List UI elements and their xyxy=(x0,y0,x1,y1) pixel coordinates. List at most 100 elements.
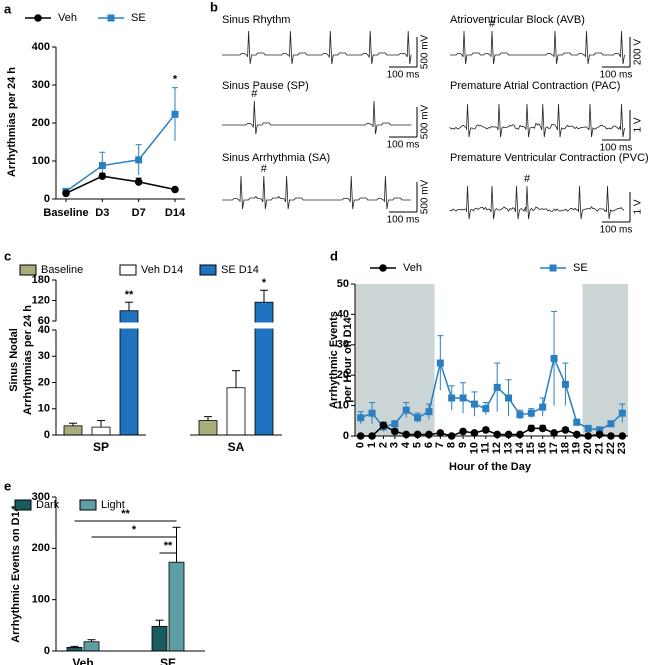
scale-label: 1 V xyxy=(633,199,644,214)
x-tick-label: 23 xyxy=(616,442,628,454)
scale-label: 500 mV xyxy=(420,104,431,139)
marker xyxy=(402,430,410,439)
bar xyxy=(198,420,218,436)
bar xyxy=(254,301,274,436)
y-tick-label: 40 xyxy=(38,324,50,336)
marker xyxy=(447,432,456,440)
y-tick-label: 20 xyxy=(337,369,349,381)
marker xyxy=(595,430,604,439)
marker xyxy=(527,424,536,433)
legend-label: Veh xyxy=(58,12,77,24)
marker xyxy=(134,178,143,186)
y-tick-label: 10 xyxy=(38,403,50,415)
y-axis-label: Sinus Nodal xyxy=(8,328,20,392)
y-tick-label: 60 xyxy=(38,315,50,327)
x-tick-label: 16 xyxy=(537,442,549,454)
y-tick-label: 10 xyxy=(337,400,349,412)
marker xyxy=(391,420,399,428)
marker xyxy=(573,430,581,439)
marker xyxy=(414,414,422,422)
y-axis-label: Arrhythmic Events xyxy=(328,311,340,409)
x-axis-label: Hour of the Day xyxy=(449,461,532,473)
trace-title: Atrioventricular Block (AVB) xyxy=(450,14,585,26)
y-tick-label: 0 xyxy=(44,645,50,657)
significance: * xyxy=(132,524,137,536)
bar xyxy=(151,625,168,652)
scale-label: 1 V xyxy=(633,117,644,132)
x-tick-label: 14 xyxy=(514,441,526,454)
x-tick-label: D7 xyxy=(132,207,146,219)
marker xyxy=(459,427,467,436)
y-axis-label: Arrhythmias per 24 h xyxy=(6,67,18,177)
legend-label: Light xyxy=(101,499,125,511)
marker xyxy=(573,418,581,426)
panel-label: c xyxy=(4,248,11,263)
trace-title: Sinus Arrhythmia (SA) xyxy=(222,152,330,164)
ecg-trace xyxy=(222,100,412,135)
marker xyxy=(607,432,615,440)
x-tick-label: SP xyxy=(93,440,109,454)
axis-break xyxy=(57,322,283,329)
y-tick-label: 40 xyxy=(337,308,349,320)
significance: ** xyxy=(121,508,130,520)
x-tick-label: 9 xyxy=(457,442,469,448)
x-tick-label: 5 xyxy=(411,442,423,448)
marker xyxy=(448,394,456,402)
legend-label: SE D14 xyxy=(221,264,259,276)
scale-label: 500 mV xyxy=(420,179,431,214)
y-tick-label: 200 xyxy=(32,117,50,129)
marker xyxy=(62,189,70,198)
scale-label: 100 ms xyxy=(387,140,420,151)
x-tick-label: 1 xyxy=(366,442,378,448)
bar xyxy=(83,641,100,652)
trace-title: Premature Atrial Contraction (PAC) xyxy=(450,80,620,92)
ecg-trace xyxy=(450,30,625,65)
x-tick-label: 3 xyxy=(389,442,401,448)
marker xyxy=(584,432,592,440)
scale-label: 100 ms xyxy=(600,225,633,236)
x-tick-label: D3 xyxy=(95,207,109,219)
x-tick-label: 20 xyxy=(582,442,594,454)
marker xyxy=(34,14,42,22)
panel-label: a xyxy=(4,1,12,16)
x-tick-label: Veh xyxy=(72,656,93,665)
x-tick-label: SA xyxy=(228,440,245,454)
legend-swatch xyxy=(199,264,217,276)
y-tick-label: 30 xyxy=(337,339,349,351)
bar xyxy=(119,310,139,436)
legend-swatch xyxy=(14,499,32,511)
marker xyxy=(549,264,557,272)
marker xyxy=(459,394,467,402)
bar xyxy=(168,561,185,652)
significance: * xyxy=(262,277,267,289)
marker xyxy=(482,426,490,434)
x-tick-label: 12 xyxy=(491,442,503,454)
scale-label: 200 V xyxy=(633,39,644,65)
bar xyxy=(226,387,246,436)
marker xyxy=(402,406,410,414)
panel-label: b xyxy=(210,0,218,14)
marker xyxy=(527,409,535,417)
marker xyxy=(107,14,115,22)
x-tick-label: 7 xyxy=(434,442,446,448)
marker xyxy=(436,359,444,367)
legend-swatch xyxy=(79,499,97,511)
y-axis-label: Arrhythmias per 24 h xyxy=(22,305,34,415)
marker xyxy=(391,427,399,436)
x-tick-label: Baseline xyxy=(43,207,88,219)
trace-title: Premature Ventricular Contraction (PVC) xyxy=(450,152,649,164)
ecg-trace xyxy=(222,30,412,65)
marker xyxy=(425,408,433,416)
scale-label: 500 mV xyxy=(420,34,431,69)
significance: * xyxy=(173,74,178,86)
marker xyxy=(379,421,388,430)
marker xyxy=(470,429,479,437)
marker xyxy=(368,432,376,440)
marker xyxy=(98,172,107,180)
marker xyxy=(618,409,626,417)
ecg-marker: # xyxy=(489,18,496,30)
legend-label: SE xyxy=(131,12,146,24)
y-tick-label: 20 xyxy=(38,376,50,388)
marker xyxy=(379,264,387,272)
marker xyxy=(561,380,569,388)
